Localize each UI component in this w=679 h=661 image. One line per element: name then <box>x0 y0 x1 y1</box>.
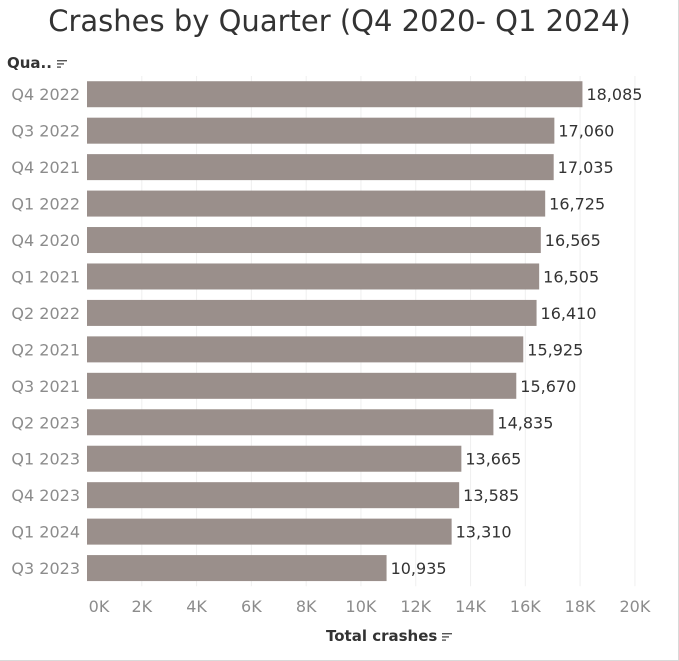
x-tick-label: 18K <box>565 597 596 616</box>
sort-descending-icon[interactable] <box>56 59 67 68</box>
category-label[interactable]: Q4 2020 <box>11 231 80 250</box>
data-label: 10,935 <box>391 559 447 578</box>
x-tick-label: 10K <box>346 597 377 616</box>
data-label: 15,670 <box>520 377 576 396</box>
bar[interactable] <box>87 81 583 108</box>
bar[interactable] <box>87 445 462 472</box>
data-label: 16,725 <box>549 195 605 214</box>
bar[interactable] <box>87 117 555 144</box>
x-tick-label: 12K <box>400 597 431 616</box>
bar[interactable] <box>87 299 537 326</box>
category-label[interactable]: Q1 2022 <box>11 195 80 214</box>
row-header[interactable]: Qua.. <box>7 54 67 72</box>
data-label: 14,835 <box>497 413 553 432</box>
category-label[interactable]: Q1 2024 <box>11 523 80 542</box>
category-label[interactable]: Q2 2023 <box>11 413 80 432</box>
bar[interactable] <box>87 336 524 363</box>
bar[interactable] <box>87 263 540 290</box>
bar[interactable] <box>87 409 494 436</box>
category-label[interactable]: Q2 2021 <box>11 340 80 359</box>
category-label[interactable]: Q4 2022 <box>11 85 80 104</box>
x-tick-label: 14K <box>455 597 486 616</box>
x-tick-label: 2K <box>131 597 152 616</box>
x-tick-label: 20K <box>619 597 650 616</box>
bar[interactable] <box>87 227 541 254</box>
data-label: 18,085 <box>586 85 642 104</box>
bar[interactable] <box>87 555 387 582</box>
category-label[interactable]: Q1 2023 <box>11 450 80 469</box>
bar[interactable] <box>87 190 546 217</box>
sort-descending-icon[interactable] <box>442 632 453 641</box>
category-label[interactable]: Q3 2022 <box>11 122 80 141</box>
category-label[interactable]: Q3 2023 <box>11 559 80 578</box>
bar[interactable] <box>87 518 452 545</box>
bar[interactable] <box>87 154 554 181</box>
row-header-label: Qua.. <box>7 54 52 72</box>
category-label[interactable]: Q3 2021 <box>11 377 80 396</box>
x-tick-label: 16K <box>510 597 541 616</box>
x-tick-label: 4K <box>186 597 207 616</box>
category-label[interactable]: Q1 2021 <box>11 267 80 286</box>
category-label[interactable]: Q4 2023 <box>11 486 80 505</box>
data-label: 13,665 <box>465 450 521 469</box>
data-label: 17,035 <box>558 158 614 177</box>
chart-title: Crashes by Quarter (Q4 2020- Q1 2024) <box>48 4 631 38</box>
data-label: 13,310 <box>456 523 512 542</box>
bar[interactable] <box>87 372 517 399</box>
data-label: 16,565 <box>545 231 601 250</box>
x-tick-label: 8K <box>296 597 317 616</box>
data-label: 16,505 <box>543 267 599 286</box>
x-axis-title-container[interactable]: Total crashes <box>326 627 453 645</box>
x-axis-title: Total crashes <box>326 627 438 645</box>
data-label: 15,925 <box>527 340 583 359</box>
category-label[interactable]: Q2 2022 <box>11 304 80 323</box>
data-label: 13,585 <box>463 486 519 505</box>
data-label: 17,060 <box>558 122 614 141</box>
x-tick-label: 6K <box>241 597 262 616</box>
category-label[interactable]: Q4 2021 <box>11 158 80 177</box>
data-label: 16,410 <box>541 304 597 323</box>
x-tick-label: 0K <box>89 597 110 616</box>
bar[interactable] <box>87 482 460 509</box>
